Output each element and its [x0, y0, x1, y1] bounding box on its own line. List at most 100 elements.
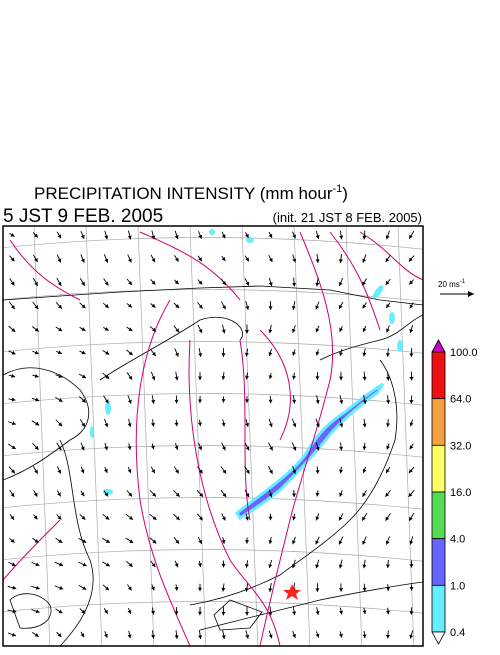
wind-arrow-head [175, 377, 179, 381]
wind-arrow-head [12, 586, 16, 590]
wind-arrow-head [198, 377, 202, 381]
longitude-line [86, 226, 102, 650]
wind-arrow-head [152, 563, 156, 567]
wind-arrow-head [409, 353, 413, 357]
colorbar: 100.064.032.016.04.01.00.4 [432, 340, 478, 644]
wind-arrow-head [222, 330, 226, 334]
wind-arrow-head [245, 330, 249, 334]
wind-arrow-head [315, 588, 319, 592]
wind-arrow-head [222, 399, 226, 403]
colorbar-top-triangle [432, 340, 445, 352]
wind-arrow-head [268, 517, 272, 521]
wind-arrow-head [198, 588, 202, 592]
wind-arrow-head [198, 353, 202, 357]
wind-arrow-head [11, 374, 15, 378]
wind-arrow-head [198, 400, 202, 404]
colorbar-label: 32.0 [450, 440, 471, 452]
wind-arrow-head [12, 398, 16, 402]
wind-arrow-head [339, 352, 343, 356]
wind-arrow-head [245, 635, 249, 639]
wind-arrow-head [409, 329, 413, 333]
wind-arrow-head [222, 470, 226, 474]
wind-arrow-head [315, 376, 319, 380]
title-text: PRECIPITATION INTENSITY (mm hour [34, 184, 333, 203]
wind-arrow-head [245, 306, 249, 310]
wind-arrow-head [245, 423, 249, 427]
wind-arrow-head [222, 257, 226, 261]
wind-arrow-head [386, 564, 390, 568]
colorbar-label: 0.4 [450, 627, 465, 639]
wind-arrow-head [105, 281, 109, 285]
wind-arrow-head [35, 374, 39, 378]
colorbar-label: 100.0 [450, 347, 478, 359]
wind-arrow-head [198, 257, 202, 261]
init-time: (init. 21 JST 8 FEB. 2005) [273, 210, 422, 225]
wind-arrow-head [222, 564, 226, 568]
wind-arrow-head [362, 610, 366, 614]
colorbar-label: 4.0 [450, 534, 465, 546]
wind-arrow-head [315, 283, 319, 287]
light-rain [90, 229, 403, 495]
colorbar-segment [432, 585, 445, 632]
wind-arrow-head [386, 587, 390, 591]
wind-arrow-head [268, 564, 272, 568]
colorbar-label: 16.0 [450, 487, 471, 499]
wind-arrow-head [245, 540, 249, 544]
wind-arrow-head [174, 423, 178, 427]
wind-arrow-head [386, 353, 390, 357]
wind-arrow-head [363, 377, 367, 381]
wind-arrow-head [222, 493, 226, 497]
wind-arrow-head [316, 259, 320, 263]
wind-arrow-head [128, 634, 132, 638]
colorbar-segment [432, 399, 445, 446]
valid-time: 5 JST 9 FEB. 2005 [3, 206, 163, 227]
wind-arrow-head [11, 305, 15, 309]
wind-arrow-head [245, 517, 249, 521]
map-frame [3, 226, 423, 646]
wind-arrow-head [363, 588, 367, 592]
wind-arrow-head [128, 586, 132, 590]
wind-arrow-head [269, 306, 273, 310]
wind-arrow-head [198, 612, 202, 616]
colorbar-segment [432, 492, 445, 539]
wind-arrow-head [269, 540, 273, 544]
wind-arrow-head [386, 423, 390, 427]
wind-arrow-head [292, 306, 296, 310]
wind-arrow-head [151, 400, 155, 404]
wind-arrow-head [362, 446, 366, 450]
title-end: ) [342, 184, 348, 203]
latitude-line [0, 497, 430, 510]
wind-arrow-head [151, 611, 155, 615]
wind-arrow-head [409, 564, 413, 568]
wind-arrow-head [316, 470, 320, 474]
wind-arrow-head [409, 635, 413, 639]
wind-vectors [8, 231, 415, 639]
wind-arrow-head [221, 353, 225, 357]
wind-arrow-head [269, 400, 273, 404]
wind-arrow-head [292, 283, 296, 287]
wind-arrow-head [222, 423, 226, 427]
wind-arrow-head [268, 588, 272, 592]
title: PRECIPITATION INTENSITY (mm hour-1) [34, 183, 348, 203]
wind-arrow-head [362, 353, 366, 357]
wind-arrow-head [339, 377, 343, 381]
wind-arrow-head [174, 587, 178, 591]
longitude-line [294, 226, 310, 650]
wind-arrow-head [245, 376, 249, 380]
wind-arrow-head [339, 611, 343, 615]
colorbar-label: 64.0 [450, 394, 471, 406]
wind-arrow-head [386, 377, 390, 381]
wind-arrow-head [339, 564, 343, 568]
wind-arrow-head [386, 611, 390, 615]
reference-arrow-head [468, 291, 474, 297]
graticule [0, 226, 466, 650]
wind-arrow-head [292, 516, 296, 520]
wind-arrow-head [245, 564, 249, 568]
colorbar-segment [432, 445, 445, 492]
wind-arrow-head [339, 634, 343, 638]
latitude-line [0, 237, 430, 250]
wind-arrow-head [128, 446, 132, 450]
title-superscript: -1 [332, 183, 342, 195]
